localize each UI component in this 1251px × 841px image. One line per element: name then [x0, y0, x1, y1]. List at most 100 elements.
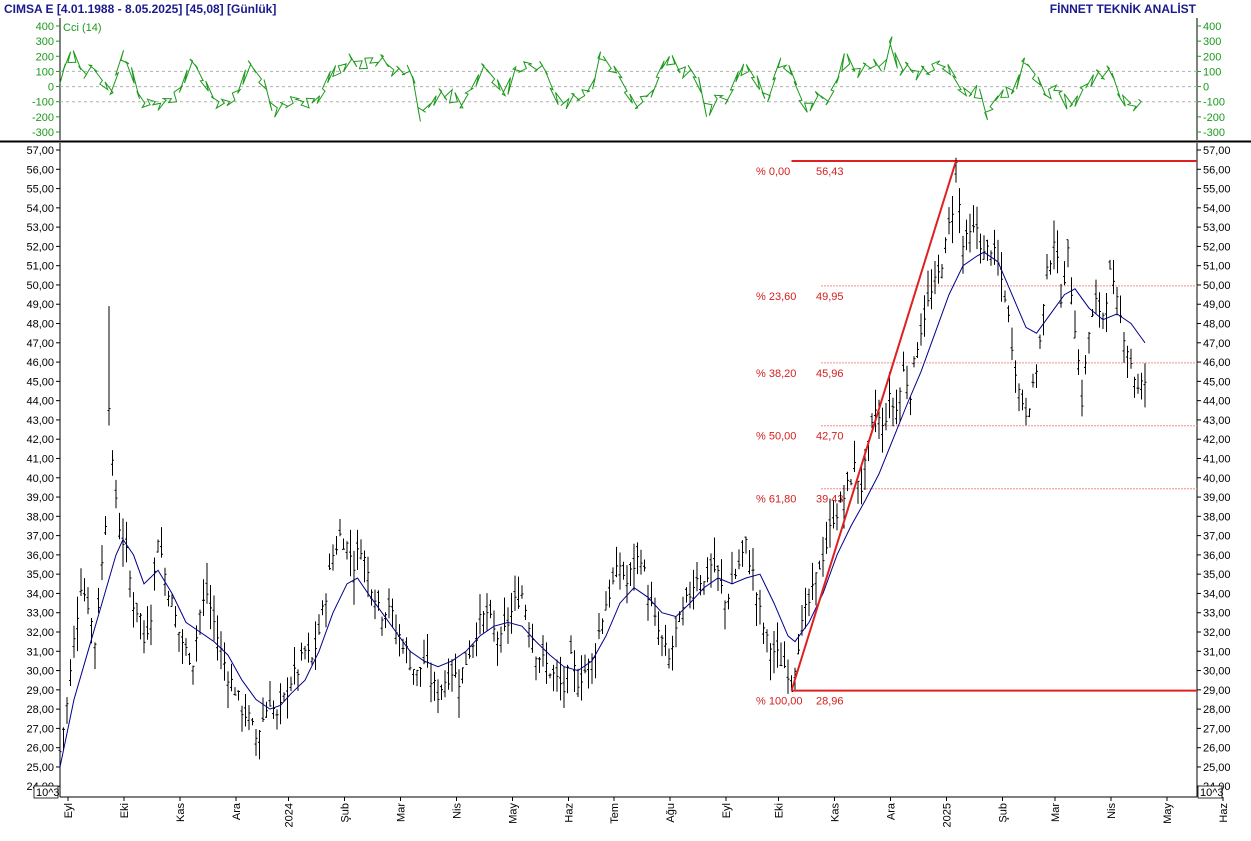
price-bar [513, 575, 517, 612]
price-tick-label-right: 43,00 [1203, 415, 1231, 427]
price-tick-label-left: 45,00 [26, 376, 54, 388]
price-tick-label-right: 25,00 [1203, 762, 1231, 774]
price-bar [905, 365, 909, 400]
x-tick-label: Ara [231, 802, 243, 820]
price-bar [874, 389, 877, 433]
fib-level-value: 49,95 [816, 291, 844, 303]
price-bar [517, 576, 520, 609]
price-tick-label-right: 49,00 [1203, 299, 1231, 311]
price-bar [856, 480, 860, 504]
price-bar [247, 705, 251, 731]
price-bar [314, 621, 317, 670]
price-tick-label-right: 57,00 [1203, 145, 1231, 157]
price-bar [76, 596, 79, 652]
price-tick-label-right: 37,00 [1203, 531, 1231, 543]
price-bar [692, 569, 695, 610]
price-tick-label-left: 29,00 [26, 685, 54, 697]
price-bar [1042, 303, 1045, 336]
price-bar [940, 263, 944, 279]
price-bar [405, 637, 408, 664]
fib-level-value: 45,96 [816, 368, 844, 380]
price-bar [741, 540, 744, 567]
x-tick-label: Kas [175, 803, 187, 822]
price-bar [394, 614, 398, 645]
price-bar [1063, 261, 1066, 286]
price-bar [538, 657, 541, 674]
price-tick-label-right: 28,00 [1203, 704, 1231, 716]
price-tick-label-left: 49,00 [26, 299, 54, 311]
price-bar [1133, 376, 1136, 398]
scale-box-left-frame [33, 785, 59, 799]
price-bars [58, 157, 1147, 760]
price-tick-label-right: 30,00 [1203, 666, 1231, 678]
price-bar [552, 664, 555, 692]
price-bar [212, 595, 216, 641]
cci-tick-label-right: -300 [1203, 127, 1225, 139]
price-bar [1108, 259, 1112, 270]
price-tick-label-right: 44,00 [1203, 396, 1231, 408]
fib-level-pct: % 61,80 [756, 494, 796, 506]
price-tick-label-left: 33,00 [26, 608, 54, 620]
cci-tick-label-left: -300 [32, 127, 54, 139]
price-bar [926, 270, 930, 307]
price-bar [674, 617, 678, 648]
price-bar [1105, 293, 1108, 333]
x-tick-label: Kas [830, 803, 842, 822]
price-tick-label-right: 41,00 [1203, 453, 1231, 465]
price-bar [468, 640, 471, 659]
price-tick-label-right: 42,00 [1203, 434, 1231, 446]
price-bar [478, 594, 482, 635]
price-tick-label-right: 38,00 [1203, 511, 1231, 523]
price-bar [65, 697, 69, 724]
price-bar [1045, 254, 1049, 280]
price-bar [279, 683, 282, 725]
price-bar [440, 684, 443, 700]
price-bar [534, 656, 538, 681]
price-tick-label-left: 54,00 [26, 203, 54, 215]
price-bar [443, 670, 447, 698]
price-bar [1136, 373, 1140, 394]
price-bar [1021, 389, 1024, 411]
price-bar [979, 233, 982, 264]
price-bar [657, 611, 660, 645]
price-bar [758, 589, 762, 625]
price-tick-label-left: 32,00 [26, 627, 54, 639]
price-tick-label-left: 41,00 [26, 453, 54, 465]
price-bar [996, 239, 1000, 276]
fib-level-pct: % 0,00 [756, 166, 790, 178]
price-bar [1077, 349, 1080, 376]
price-bar [916, 342, 919, 358]
price-bar [569, 635, 573, 654]
cci-series-line [59, 36, 1142, 122]
price-bar [97, 587, 100, 614]
price-bar [471, 643, 475, 658]
price-bar [601, 618, 604, 634]
price-tick-label-left: 30,00 [26, 666, 54, 678]
x-tick-label: Eki [119, 803, 131, 818]
price-bar [289, 676, 293, 692]
price-bar [170, 594, 174, 607]
price-bar [1091, 308, 1094, 317]
price-bar [237, 690, 240, 701]
price-tick-label-left: 28,00 [26, 704, 54, 716]
price-bar [202, 579, 205, 616]
price-bar [653, 597, 657, 626]
price-bar [986, 239, 989, 261]
price-bar [72, 625, 76, 658]
price-bar [454, 653, 457, 678]
price-bar [783, 641, 786, 669]
scale-box-right-frame [1197, 785, 1223, 799]
price-bar [604, 591, 608, 611]
price-bar [1049, 260, 1052, 275]
price-bar [167, 590, 170, 607]
price-bar [660, 634, 664, 657]
price-bar [860, 465, 863, 505]
price-bar [1143, 363, 1147, 408]
price-bar [1066, 239, 1070, 268]
price-tick-label-right: 36,00 [1203, 550, 1231, 562]
price-bar [751, 547, 755, 591]
price-bar [363, 550, 366, 583]
price-bar [317, 614, 321, 635]
price-bar [972, 205, 975, 233]
price-bar [1003, 290, 1007, 303]
